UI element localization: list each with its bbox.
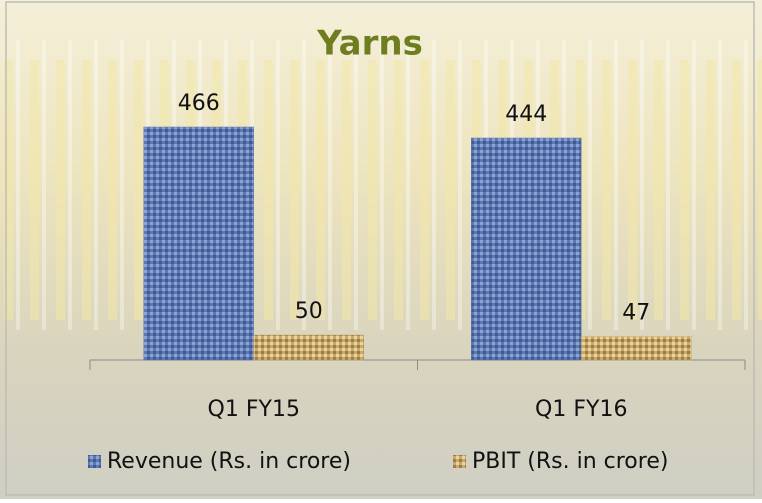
chart-title: Yarns [316, 24, 423, 64]
bar [581, 336, 692, 361]
data-label: 444 [505, 102, 547, 127]
data-label: 47 [622, 301, 650, 326]
data-label: 50 [295, 299, 323, 324]
bar [471, 137, 582, 361]
data-label: 466 [178, 91, 220, 116]
legend-swatch [453, 455, 466, 468]
legend-swatch [88, 455, 101, 468]
bar [253, 334, 364, 361]
legend: Revenue (Rs. in crore) PBIT (Rs. in crore… [88, 449, 668, 474]
background-texture [0, 0, 762, 330]
x-tick-label: Q1 FY16 [535, 397, 627, 422]
legend-label: Revenue (Rs. in crore) [107, 449, 351, 474]
legend-label: PBIT (Rs. in crore) [472, 449, 668, 474]
plot-area: Q1 FY15 466 50 Q1 FY16 444 47 [89, 91, 746, 422]
chart-border [5, 1, 755, 496]
x-tick-label: Q1 FY15 [208, 397, 300, 422]
bar [143, 126, 254, 361]
